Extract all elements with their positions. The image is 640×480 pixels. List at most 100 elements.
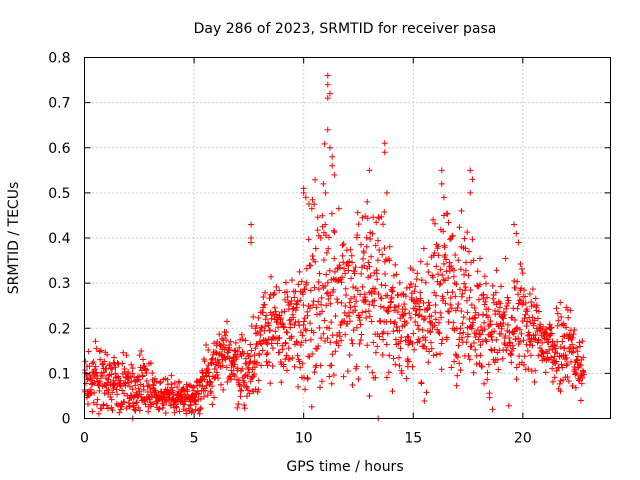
data-point xyxy=(281,308,288,315)
data-point xyxy=(436,281,443,288)
data-point xyxy=(267,380,274,387)
data-point xyxy=(283,367,290,374)
data-point xyxy=(201,358,208,365)
data-point xyxy=(535,308,542,315)
data-point xyxy=(468,343,475,350)
data-point xyxy=(437,280,444,287)
data-point xyxy=(511,221,518,228)
data-point xyxy=(142,401,149,408)
data-point xyxy=(103,402,110,409)
data-point xyxy=(125,369,132,376)
data-point xyxy=(324,126,331,133)
data-point xyxy=(194,388,201,395)
data-point xyxy=(342,331,349,338)
data-point xyxy=(214,372,221,379)
data-point xyxy=(385,308,392,315)
data-point xyxy=(259,347,266,354)
data-point xyxy=(465,352,472,359)
data-point xyxy=(440,212,447,219)
data-point xyxy=(104,351,111,358)
data-point xyxy=(189,384,196,391)
data-point xyxy=(458,207,465,214)
data-point xyxy=(570,330,577,337)
tick-layer: 0 5 10 15 20 0 0.1 0.2 0.3 0.4 0.5 0.6 0.7 0.8 xyxy=(48,51,611,447)
data-point xyxy=(435,252,442,259)
data-point xyxy=(114,391,121,398)
data-point xyxy=(382,282,389,289)
data-point xyxy=(282,279,289,286)
data-point xyxy=(369,369,376,376)
data-point xyxy=(333,338,340,345)
data-point xyxy=(324,289,331,296)
data-point xyxy=(481,273,488,280)
data-point xyxy=(302,194,309,201)
data-point xyxy=(397,338,404,345)
data-point xyxy=(475,336,482,343)
data-point xyxy=(365,308,372,315)
data-point xyxy=(395,302,402,309)
data-point xyxy=(391,320,398,327)
data-point xyxy=(543,326,550,333)
data-point xyxy=(107,365,114,372)
data-point xyxy=(264,350,271,357)
data-point xyxy=(485,361,492,368)
data-point xyxy=(303,279,310,286)
data-point xyxy=(85,348,92,355)
data-point xyxy=(417,289,424,296)
data-point xyxy=(385,369,392,376)
data-point xyxy=(449,232,456,239)
data-point xyxy=(384,292,391,299)
data-point xyxy=(462,284,469,291)
data-point xyxy=(377,303,384,310)
data-point xyxy=(283,352,290,359)
data-point xyxy=(386,257,393,264)
data-point xyxy=(319,308,326,315)
data-point xyxy=(150,382,157,389)
data-point xyxy=(257,332,264,339)
data-point xyxy=(98,370,105,377)
data-point xyxy=(255,377,262,384)
data-point xyxy=(319,212,326,219)
data-point xyxy=(413,296,420,303)
data-point xyxy=(204,365,211,372)
data-point xyxy=(374,276,381,283)
data-point xyxy=(366,167,373,174)
data-point xyxy=(376,333,383,340)
data-point xyxy=(295,318,302,325)
data-point xyxy=(455,257,462,264)
data-point xyxy=(310,329,317,336)
data-point xyxy=(513,376,520,383)
data-point xyxy=(573,370,580,377)
data-point xyxy=(442,300,449,307)
data-point xyxy=(351,268,358,275)
data-point xyxy=(345,262,352,269)
data-point xyxy=(89,408,96,415)
data-point xyxy=(505,297,512,304)
data-point xyxy=(296,268,303,275)
data-point xyxy=(489,282,496,289)
data-point xyxy=(365,259,372,266)
data-point xyxy=(322,283,329,290)
data-point xyxy=(328,210,335,217)
data-point xyxy=(547,325,554,332)
data-point xyxy=(506,334,513,341)
data-point xyxy=(233,354,240,361)
data-point xyxy=(435,329,442,336)
data-point xyxy=(201,376,208,383)
data-point xyxy=(416,303,423,310)
data-point xyxy=(525,366,532,373)
data-point xyxy=(406,284,413,291)
data-point xyxy=(82,380,89,387)
data-point xyxy=(283,329,290,336)
data-point xyxy=(265,335,272,342)
data-point xyxy=(111,354,118,361)
data-point xyxy=(418,277,425,284)
data-point xyxy=(117,377,124,384)
data-point xyxy=(325,295,332,302)
data-point xyxy=(273,311,280,318)
data-point xyxy=(121,398,128,405)
data-point xyxy=(422,279,429,286)
data-point xyxy=(322,232,329,239)
data-point xyxy=(421,315,428,322)
data-point xyxy=(463,259,470,266)
